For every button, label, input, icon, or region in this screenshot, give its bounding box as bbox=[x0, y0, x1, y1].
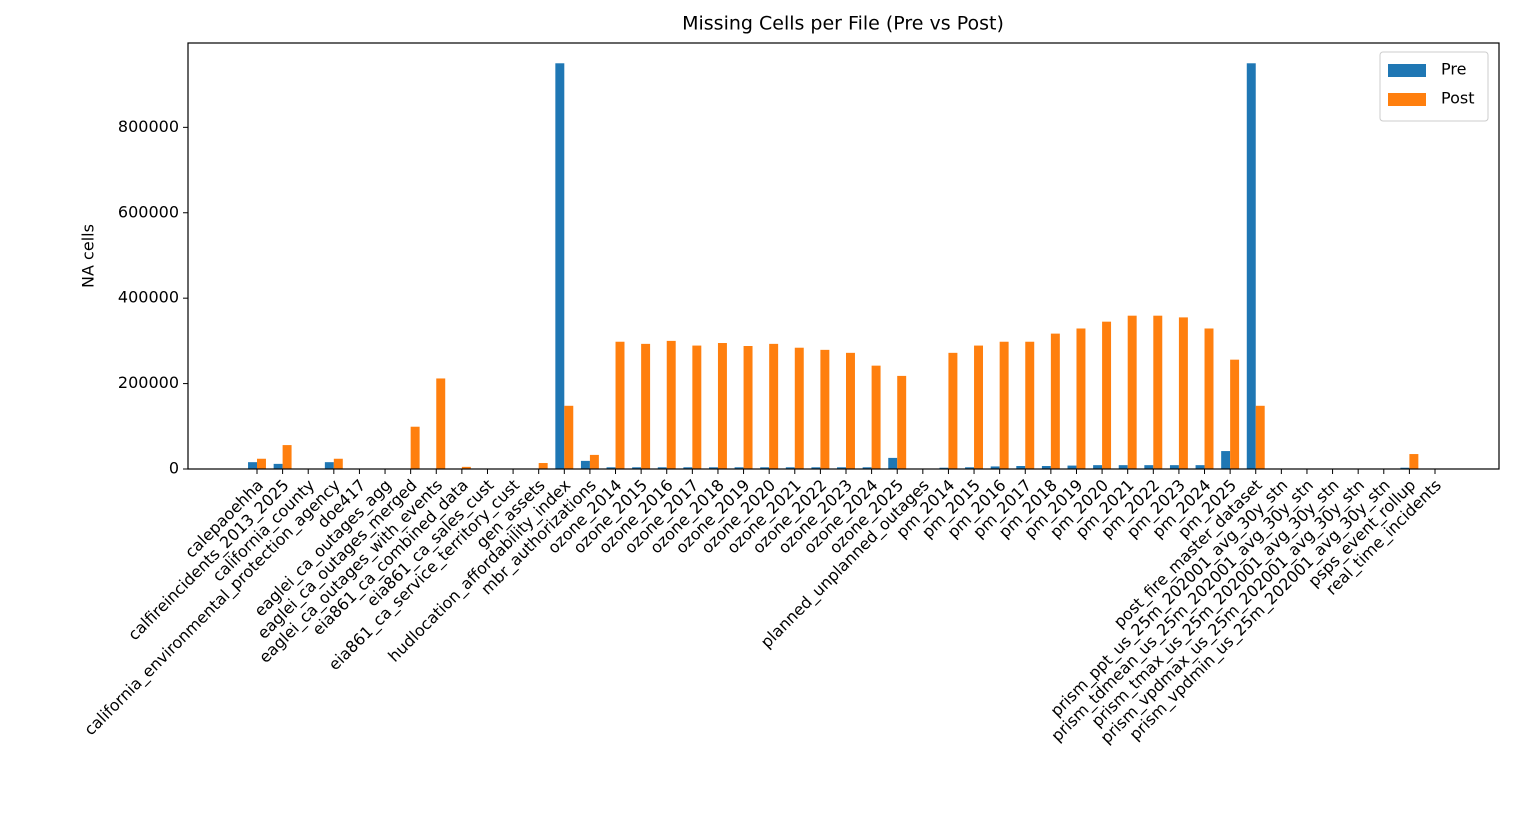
bar bbox=[888, 458, 897, 469]
bar bbox=[1051, 334, 1060, 469]
bar bbox=[897, 376, 906, 469]
bar bbox=[1179, 317, 1188, 469]
legend-swatch bbox=[1388, 64, 1426, 77]
bar bbox=[1205, 328, 1214, 469]
bar bbox=[616, 342, 625, 469]
bar bbox=[334, 459, 343, 469]
bar bbox=[641, 344, 650, 469]
bar bbox=[539, 463, 548, 469]
bar bbox=[820, 350, 829, 469]
bar bbox=[1247, 63, 1256, 469]
bar bbox=[590, 455, 599, 469]
bar bbox=[769, 344, 778, 469]
plot-frame bbox=[188, 43, 1499, 469]
bar bbox=[325, 462, 334, 469]
bar bbox=[1076, 328, 1085, 469]
bar bbox=[1230, 360, 1239, 469]
bar bbox=[1256, 406, 1265, 469]
bar bbox=[1025, 342, 1034, 469]
y-tick-label: 600000 bbox=[118, 202, 179, 221]
bar bbox=[667, 341, 676, 469]
legend-swatch bbox=[1388, 93, 1426, 106]
bar bbox=[718, 343, 727, 469]
bar bbox=[411, 427, 420, 469]
legend-box bbox=[1380, 52, 1488, 121]
y-axis-label: NA cells bbox=[79, 224, 98, 288]
bar bbox=[283, 445, 292, 469]
bar bbox=[564, 406, 573, 469]
y-tick-label: 0 bbox=[169, 459, 179, 478]
legend-label: Post bbox=[1441, 89, 1474, 108]
bar bbox=[872, 366, 881, 469]
bar bbox=[1221, 451, 1230, 469]
bar bbox=[744, 346, 753, 469]
bar bbox=[248, 462, 257, 469]
bar bbox=[692, 346, 701, 469]
bar bbox=[1102, 322, 1111, 469]
bar bbox=[274, 464, 283, 469]
bar bbox=[1409, 454, 1418, 469]
bar bbox=[1000, 342, 1009, 469]
legend-label: Pre bbox=[1441, 60, 1466, 79]
bar bbox=[1153, 316, 1162, 469]
bar bbox=[581, 461, 590, 469]
bar bbox=[974, 346, 983, 469]
bar bbox=[1128, 316, 1137, 469]
bar bbox=[795, 348, 804, 469]
bar bbox=[555, 63, 564, 469]
y-tick-label: 200000 bbox=[118, 373, 179, 392]
bar bbox=[257, 459, 266, 469]
bar bbox=[846, 353, 855, 469]
y-tick-label: 800000 bbox=[118, 117, 179, 136]
bar bbox=[436, 378, 445, 469]
chart-title: Missing Cells per File (Pre vs Post) bbox=[682, 13, 1004, 35]
y-tick-label: 400000 bbox=[118, 288, 179, 307]
bar bbox=[948, 353, 957, 469]
